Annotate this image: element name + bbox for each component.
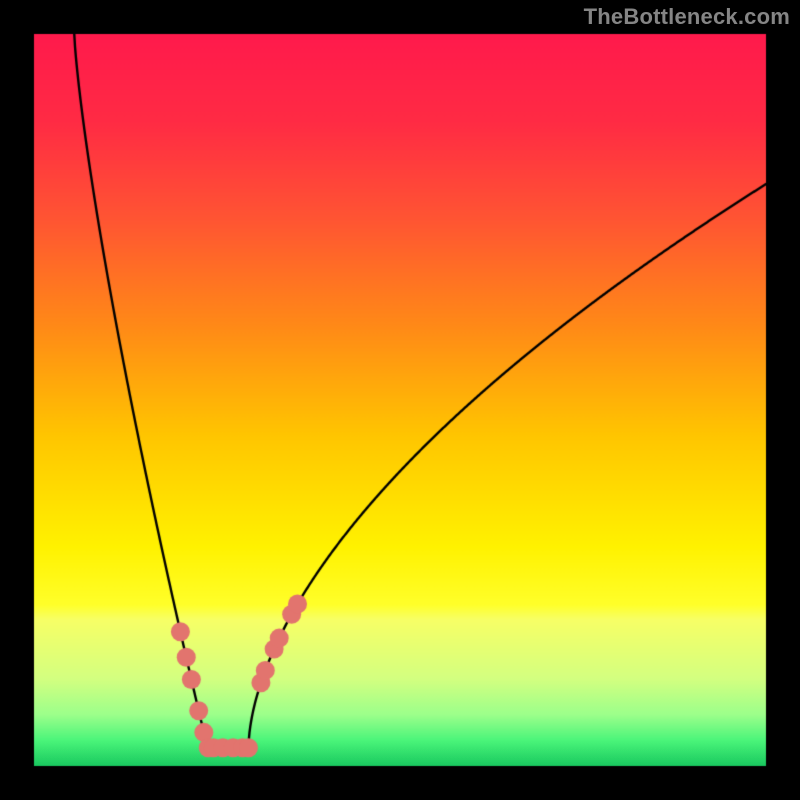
bottleneck-curve-plot [0, 0, 800, 800]
watermark-text: TheBottleneck.com [584, 4, 790, 30]
chart-stage: TheBottleneck.com [0, 0, 800, 800]
